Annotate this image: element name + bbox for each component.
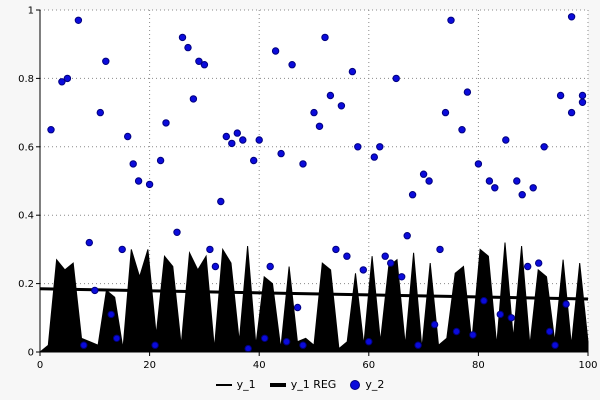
svg-text:0: 0 [28, 348, 34, 359]
legend-item-y1: y_1 [215, 378, 256, 391]
dot-swatch-icon [350, 379, 361, 390]
svg-text:20: 20 [143, 360, 156, 371]
svg-text:0: 0 [37, 360, 43, 371]
area-series-y1 [38, 242, 589, 353]
legend-label-y2: y_2 [365, 378, 385, 391]
svg-text:0.8: 0.8 [18, 74, 34, 85]
regression-line-y1 [39, 287, 589, 301]
chart-legend: y_1 y_1 REG y_2 [0, 378, 600, 391]
thick-line-swatch-icon [269, 382, 286, 387]
chart-svg: 0 20 40 60 80 100 0 0.2 0.4 0.6 0.8 1 [18, 6, 597, 372]
scatter-series-y2 [47, 13, 587, 353]
axes [39, 10, 588, 353]
legend-item-y2: y_2 [350, 378, 384, 391]
svg-text:0.2: 0.2 [18, 279, 34, 290]
svg-text:80: 80 [472, 360, 485, 371]
svg-text:60: 60 [362, 360, 375, 371]
svg-text:1: 1 [28, 6, 34, 17]
svg-text:0.4: 0.4 [18, 211, 34, 222]
line-swatch-icon [215, 383, 232, 386]
legend-label-y1-reg: y_1 REG [290, 378, 337, 391]
tick-labels: 0 20 40 60 80 100 0 0.2 0.4 0.6 0.8 1 [18, 6, 597, 372]
legend-label-y1: y_1 [236, 378, 256, 391]
svg-text:40: 40 [253, 360, 266, 371]
legend-item-y1-reg: y_1 REG [269, 378, 337, 391]
svg-text:100: 100 [578, 360, 597, 371]
svg-text:0.6: 0.6 [18, 142, 34, 153]
